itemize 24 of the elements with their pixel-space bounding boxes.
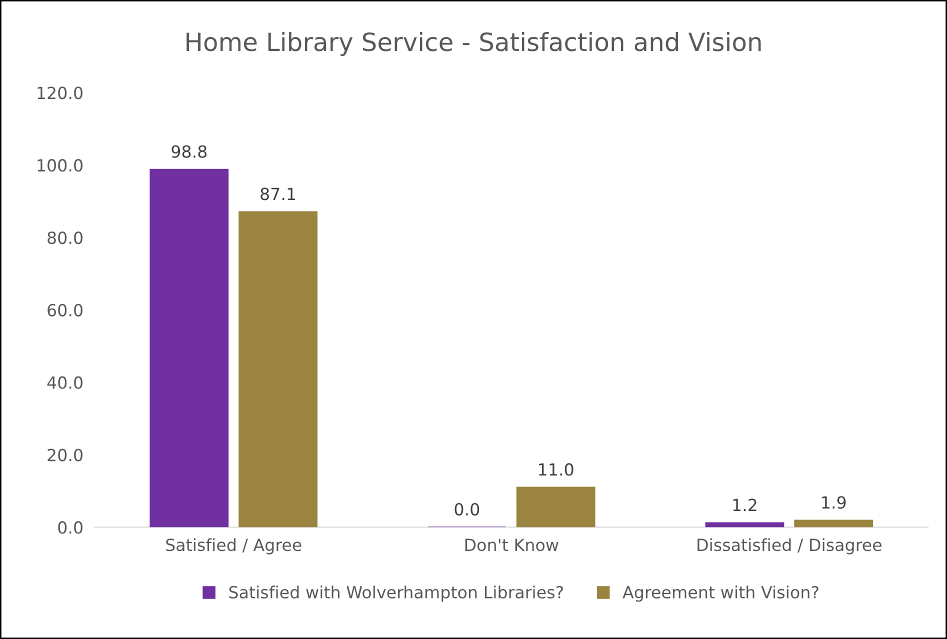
y-tick-label: 100.0 bbox=[38, 159, 82, 172]
y-tick-label: 60.0 bbox=[48, 304, 82, 316]
data-label: 0.0 bbox=[454, 503, 480, 516]
bar bbox=[705, 522, 784, 528]
chart-title: Home Library Service - Satisfaction and Vision bbox=[186, 32, 761, 56]
data-label: 87.1 bbox=[260, 188, 296, 200]
data-label: 1.9 bbox=[822, 496, 846, 509]
y-tick-label: 0.0 bbox=[58, 521, 82, 534]
bar bbox=[516, 486, 596, 528]
bar bbox=[794, 520, 874, 528]
legend-label: Agreement with Vision? bbox=[622, 586, 818, 602]
x-tick-label: Dissatisfied / Disagree bbox=[698, 538, 882, 554]
x-tick-label: Don't Know bbox=[465, 538, 558, 552]
bar bbox=[238, 211, 318, 528]
data-label: 98.8 bbox=[172, 145, 207, 158]
bar bbox=[150, 168, 229, 528]
x-tick-label: Satisfied / Agree bbox=[166, 538, 302, 554]
y-tick-label: 20.0 bbox=[48, 448, 82, 462]
y-tick-label: 40.0 bbox=[47, 376, 82, 389]
y-tick-label: 120.0 bbox=[38, 86, 82, 100]
data-label: 1.2 bbox=[733, 498, 756, 512]
y-tick-label: 80.0 bbox=[48, 231, 82, 244]
legend-label: Satisfied with Wolverhampton Libraries? bbox=[229, 586, 563, 602]
data-label: 11.0 bbox=[539, 463, 574, 476]
